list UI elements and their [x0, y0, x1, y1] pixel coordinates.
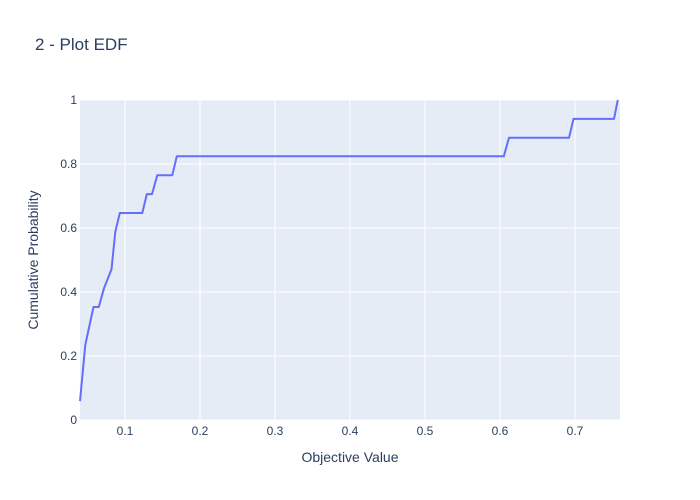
x-axis-label: Objective Value	[301, 449, 398, 465]
y-tick-label: 0.4	[60, 285, 77, 299]
y-axis-ticks: 0 0.2 0.4 0.6 0.8 1	[60, 93, 77, 427]
x-tick-label: 0.2	[192, 424, 209, 438]
x-tick-label: 0.3	[267, 424, 284, 438]
series-line	[79, 99, 619, 402]
grid-lines	[80, 99, 620, 421]
y-tick-label: 0.8	[60, 157, 77, 171]
x-tick-label: 0.7	[567, 424, 584, 438]
y-tick-label: 0	[70, 413, 77, 427]
y-tick-label: 0.2	[60, 349, 77, 363]
x-tick-label: 0.4	[342, 424, 359, 438]
y-tick-label: 1	[70, 93, 77, 107]
series-group	[79, 99, 619, 402]
x-tick-label: 0.6	[492, 424, 509, 438]
y-axis-label: Cumulative Probability	[25, 190, 41, 329]
x-tick-label: 0.5	[417, 424, 434, 438]
y-tick-label: 0.6	[60, 221, 77, 235]
x-tick-label: 0.1	[117, 424, 134, 438]
x-axis-ticks: 0.1 0.2 0.3 0.4 0.5 0.6 0.7	[117, 424, 584, 438]
chart-title: 2 - Plot EDF	[35, 35, 128, 54]
